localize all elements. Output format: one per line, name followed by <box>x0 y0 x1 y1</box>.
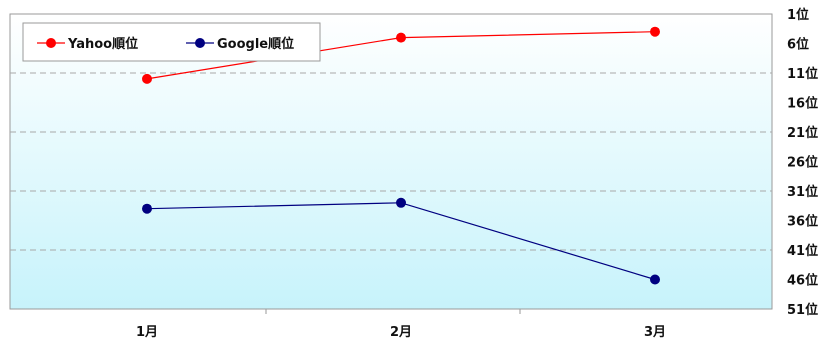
legend-box <box>22 22 321 62</box>
series-layer <box>142 26 660 285</box>
legend: Yahoo順位 Google順位 <box>22 22 321 62</box>
y-tick-label: 26位 <box>787 155 818 171</box>
y-axis-labels: 1位 6位 11位 16位 21位 26位 31位 36位 41位 46位 51位 <box>787 7 818 318</box>
data-point <box>142 203 152 214</box>
data-point <box>650 274 660 285</box>
plot-area <box>9 13 773 310</box>
y-tick-label: 31位 <box>787 184 818 200</box>
x-tick-label: 3月 <box>644 325 666 340</box>
data-point <box>396 32 406 43</box>
data-point <box>396 197 406 208</box>
y-tick-label: 46位 <box>787 273 818 289</box>
legend-marker <box>195 38 205 48</box>
y-tick-label: 6位 <box>787 37 809 53</box>
y-tick-label: 21位 <box>787 125 818 141</box>
legend-label: Yahoo順位 <box>67 36 138 52</box>
grid-lines <box>10 72 772 251</box>
data-point <box>650 26 660 37</box>
x-tick-marks <box>265 309 521 314</box>
legend-label: Google順位 <box>217 36 294 52</box>
y-tick-label: 36位 <box>787 214 818 230</box>
y-tick-label: 41位 <box>787 243 818 259</box>
y-tick-label: 1位 <box>787 7 809 23</box>
x-tick-label: 2月 <box>390 325 412 340</box>
data-point <box>142 73 152 84</box>
x-tick-label: 1月 <box>136 325 158 340</box>
legend-marker <box>46 38 56 48</box>
y-tick-label: 16位 <box>787 96 818 112</box>
y-tick-label: 11位 <box>787 66 818 82</box>
x-axis-labels: 1月 2月 3月 <box>136 325 666 340</box>
y-tick-label: 51位 <box>787 302 818 318</box>
